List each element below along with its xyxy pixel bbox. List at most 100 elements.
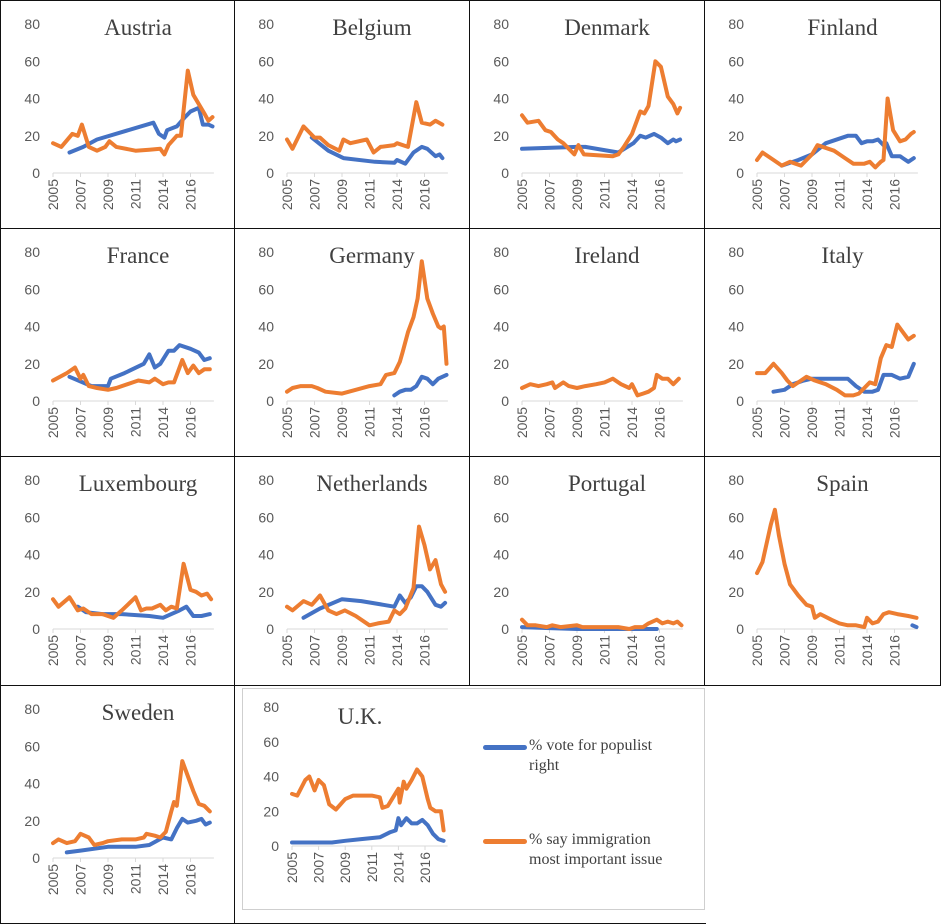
legend-item-populist: % vote for populist right: [483, 736, 683, 776]
x-tick-label: 2016: [417, 407, 433, 438]
y-tick-label: 0: [266, 621, 274, 637]
series-line-immigration: [51, 68, 215, 157]
x-tick-label: 2011: [362, 635, 378, 665]
y-tick-label: 40: [728, 547, 744, 563]
x-tick-label: 2014: [155, 179, 171, 210]
x-tick-label: 2011: [832, 179, 848, 209]
y-tick-label: 40: [24, 319, 40, 335]
y-tick-label: 20: [258, 356, 274, 372]
panel-germany: 0 20 40 60 80 2005 2007 2009 2011 2014 2016 Germany: [234, 228, 470, 457]
series-line-populist: [392, 372, 449, 398]
panel-plot: 0 20 40 60 80 2005 2007 2009 2011 2014 2016: [258, 16, 448, 210]
y-tick-label: 20: [493, 128, 509, 144]
y-tick-label: 0: [501, 165, 509, 181]
x-tick-label: 2014: [155, 864, 171, 895]
panel-title: Portugal: [568, 471, 646, 496]
x-tick-label: 2016: [887, 635, 903, 666]
x-tick-label: 2011: [597, 407, 613, 437]
x-tick-label: 2007: [73, 179, 89, 210]
x-tick-label: 2016: [183, 179, 199, 210]
x-tick-label: 2014: [624, 179, 640, 210]
y-tick-label: 0: [32, 165, 40, 181]
panel-portugal: 0 20 40 60 80 2005 2007 2009 2011 2014 2016 Portuga…: [469, 456, 705, 686]
series-line-immigration: [290, 767, 446, 833]
y-tick-label: 20: [493, 584, 509, 600]
y-tick-label: 40: [728, 319, 744, 335]
panel-plot: 0 20 40 60 80 2005 2007 2009 2011 2014 2016: [24, 244, 214, 438]
x-tick-label: 2009: [569, 635, 585, 666]
panel-austria: 0 20 40 60 80 2005 2007 2009 2011 2014 2016 Austria: [0, 0, 236, 230]
y-tick-label: 20: [24, 813, 40, 829]
y-tick-label: 80: [24, 701, 40, 717]
x-tick-label: 2007: [542, 635, 558, 666]
x-tick-label: 2005: [749, 407, 765, 438]
series-line-populist: [520, 131, 683, 155]
series-line-populist: [67, 105, 215, 155]
series-line-immigration: [285, 524, 448, 628]
panel-netherlands: 0 20 40 60 80 2005 2007 2009 2011 2014 2016 Netherl…: [234, 456, 470, 686]
x-tick-label: 2016: [417, 852, 433, 883]
y-tick-label: 0: [266, 165, 274, 181]
y-tick-label: 0: [736, 393, 744, 409]
x-tick-label: 2007: [777, 179, 793, 210]
y-tick-label: 80: [263, 699, 279, 715]
y-tick-label: 20: [24, 584, 40, 600]
series-line-immigration: [51, 759, 212, 847]
x-tick-label: 2011: [128, 864, 144, 894]
panel-finland: 0 20 40 60 80 2005 2007 2009 2011 2014 2016 Finland: [704, 0, 941, 230]
x-tick-label: 2014: [155, 635, 171, 666]
x-tick-label: 2011: [832, 635, 848, 665]
panel-title: Ireland: [574, 243, 640, 268]
y-tick-label: 60: [728, 53, 744, 69]
y-tick-label: 80: [493, 472, 509, 488]
x-tick-label: 2009: [569, 179, 585, 210]
y-tick-label: 60: [24, 281, 40, 297]
panel-title: Denmark: [564, 15, 650, 40]
panel-plot: 0 20 40 60 80 2005 2007 2009 2011 2014 2016: [493, 244, 683, 438]
panel-plot: 0 20 40 60 80 2005 2007 2009 2011 2014 2016: [258, 244, 449, 438]
series-line-immigration: [520, 59, 683, 159]
y-tick-label: 40: [493, 547, 509, 563]
x-tick-label: 2009: [337, 852, 353, 883]
y-tick-label: 40: [258, 547, 274, 563]
x-tick-label: 2016: [183, 407, 199, 438]
y-tick-label: 60: [263, 734, 279, 750]
x-tick-label: 2007: [307, 635, 323, 666]
series-line-immigration: [755, 322, 916, 398]
y-tick-label: 60: [728, 281, 744, 297]
series-line-immigration: [755, 96, 916, 170]
y-tick-label: 60: [493, 53, 509, 69]
x-tick-label: 2009: [804, 635, 820, 666]
x-tick-label: 2016: [652, 407, 668, 438]
x-tick-label: 2009: [334, 179, 350, 210]
series-line-immigration: [285, 259, 449, 396]
x-tick-label: 2005: [279, 179, 295, 210]
y-tick-label: 20: [728, 356, 744, 372]
y-tick-label: 20: [258, 128, 274, 144]
y-tick-label: 40: [24, 91, 40, 107]
panel-title: Sweden: [101, 700, 175, 725]
x-tick-label: 2009: [100, 864, 116, 895]
panel-france: 0 20 40 60 80 2005 2007 2009 2011 2014 2016 France: [0, 228, 236, 457]
y-tick-label: 20: [493, 356, 509, 372]
x-tick-label: 2007: [73, 407, 89, 438]
panel-title: Spain: [816, 471, 869, 496]
x-tick-label: 2007: [307, 179, 323, 210]
x-tick-label: 2005: [284, 852, 300, 883]
x-tick-label: 2014: [389, 179, 405, 210]
y-tick-label: 0: [32, 393, 40, 409]
y-tick-label: 60: [258, 281, 274, 297]
y-tick-label: 80: [24, 16, 40, 32]
series-line-populist: [64, 816, 212, 855]
x-tick-label: 2011: [362, 407, 378, 437]
y-tick-label: 80: [258, 244, 274, 260]
x-tick-label: 2016: [887, 179, 903, 210]
panel-plot: 0 20 40 60 80 2005 2007 2009 2011 2014 2016: [24, 701, 214, 895]
y-tick-label: 60: [728, 509, 744, 525]
legend-label: % say immigration most important issue: [529, 831, 663, 868]
x-tick-label: 2009: [569, 407, 585, 438]
y-tick-label: 60: [258, 509, 274, 525]
panel-title: Netherlands: [316, 471, 428, 496]
y-tick-label: 0: [501, 393, 509, 409]
series-line-populist: [67, 343, 212, 389]
